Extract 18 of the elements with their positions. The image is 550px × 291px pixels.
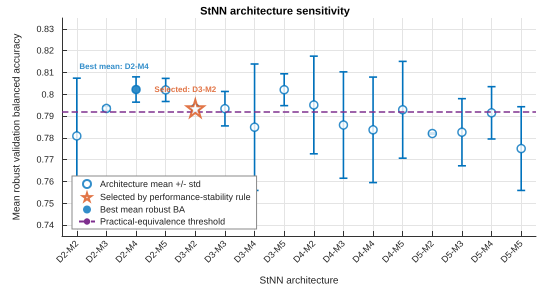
y-tick-label: 0.74 bbox=[36, 220, 54, 230]
y-tick-label: 0.82 bbox=[36, 46, 54, 56]
x-axis-title: StNN architecture bbox=[260, 276, 339, 286]
y-tick-label: 0.75 bbox=[36, 198, 54, 208]
legend-label: Best mean robust BA bbox=[100, 204, 186, 214]
y-tick-label: 0.77 bbox=[36, 154, 54, 165]
annotation: Best mean: D2-M4 bbox=[79, 62, 150, 72]
y-tick-label: 0.81 bbox=[36, 68, 54, 78]
y-axis-title: Mean robust validation balanced accuracy bbox=[12, 34, 22, 220]
y-tick-label: 0.79 bbox=[36, 111, 54, 122]
legend-label: Selected by performance-stability rule bbox=[100, 192, 251, 202]
y-tick-label: 0.83 bbox=[36, 24, 54, 34]
y-tick-label: 0.8 bbox=[41, 89, 54, 100]
chart-title: StNN architecture sensitivity bbox=[200, 6, 351, 18]
legend-label: Practical-equivalence threshold bbox=[100, 216, 226, 226]
y-tick-label: 0.78 bbox=[36, 132, 54, 143]
y-tick-label: 0.76 bbox=[36, 176, 54, 186]
legend-label: Architecture mean +/- std bbox=[100, 179, 201, 189]
